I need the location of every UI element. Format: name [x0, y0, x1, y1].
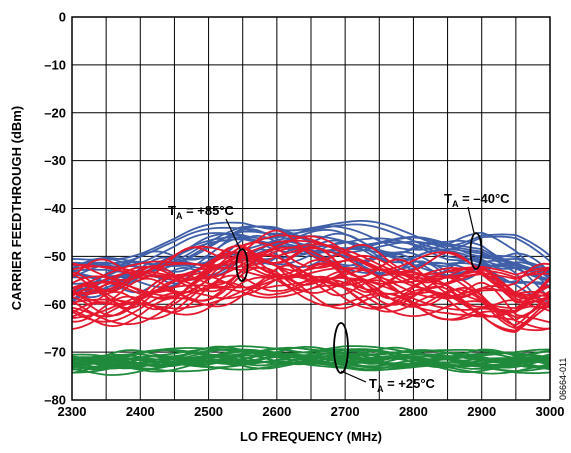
x-tick-label: 2800 [399, 404, 428, 419]
annotation-85c-leader [225, 218, 242, 252]
series-line-red [71, 239, 551, 281]
y-axis-label: CARRIER FEEDTHROUGH (dBm) [9, 106, 24, 310]
series-line-blue [71, 225, 551, 280]
annotation-85c-t: T [168, 203, 176, 218]
annotation-85c: TA = +85°C [168, 203, 235, 221]
x-tick-label: 2300 [58, 404, 87, 419]
annotation-minus40c-value: = –40°C [458, 191, 510, 206]
annotation-minus40c-leader [467, 206, 475, 234]
y-tick-label: 0 [59, 10, 66, 25]
annotation-25c-value: = +25°C [383, 376, 435, 391]
annotation-25c-sub: A [377, 384, 384, 394]
annotation-25c-leader [340, 370, 367, 383]
annotation-minus40c-sub: A [452, 199, 459, 209]
annotation-25c-t: T [369, 376, 377, 391]
x-tick-label: 2400 [126, 404, 155, 419]
series-line-red [71, 247, 551, 297]
series-line-red [71, 243, 551, 289]
annotation-minus40c-ellipse [469, 232, 483, 270]
x-tick-label: 2500 [194, 404, 223, 419]
series-line-green [71, 361, 551, 376]
x-tick-label: 3000 [536, 404, 565, 419]
figure-code: 06664-011 [558, 358, 568, 400]
annotation-85c-ellipse [235, 248, 249, 282]
annotation-minus40c-t: T [444, 191, 452, 206]
x-tick-label: 2700 [331, 404, 360, 419]
annotation-85c-value: = +85°C [182, 203, 234, 218]
y-tick-label: –40 [44, 201, 66, 216]
y-tick-label: –60 [44, 297, 66, 312]
series-line-red [71, 251, 551, 301]
annotation-85c-sub: A [176, 211, 183, 221]
series-line-green [71, 348, 551, 361]
series-line-red [71, 273, 551, 332]
series-line-green [71, 345, 551, 361]
y-tick-label: –80 [44, 393, 66, 408]
series-line-red [71, 255, 551, 299]
y-tick-label: –50 [44, 249, 66, 264]
annotation-minus40c: TA = –40°C [444, 191, 510, 209]
grid [72, 17, 550, 400]
x-tick-label: 2900 [467, 404, 496, 419]
y-tick-label: –20 [44, 105, 66, 120]
y-tick-label: –30 [44, 153, 66, 168]
y-tick-label: –10 [44, 57, 66, 72]
x-tick-label: 2600 [262, 404, 291, 419]
series-line-red [71, 276, 551, 330]
series-line-green [71, 345, 551, 361]
annotation-25c-ellipse [333, 322, 349, 374]
x-axis-label: LO FREQUENCY (MHz) [240, 429, 382, 444]
plot-frame [71, 16, 551, 401]
x-tick-labels: 2300 2400 2500 2600 2700 2800 2900 3000 [58, 404, 565, 419]
series-line-red [71, 259, 551, 310]
annotation-25c: TA = +25°C [369, 376, 436, 394]
y-tick-label: –70 [44, 345, 66, 360]
series-line-red [71, 275, 551, 330]
y-tick-labels: 0 –10 –20 –30 –40 –50 –60 –70 –80 [44, 10, 66, 408]
series-line-green [71, 350, 551, 365]
series-line-green [71, 354, 551, 369]
series-line-red [71, 245, 551, 303]
